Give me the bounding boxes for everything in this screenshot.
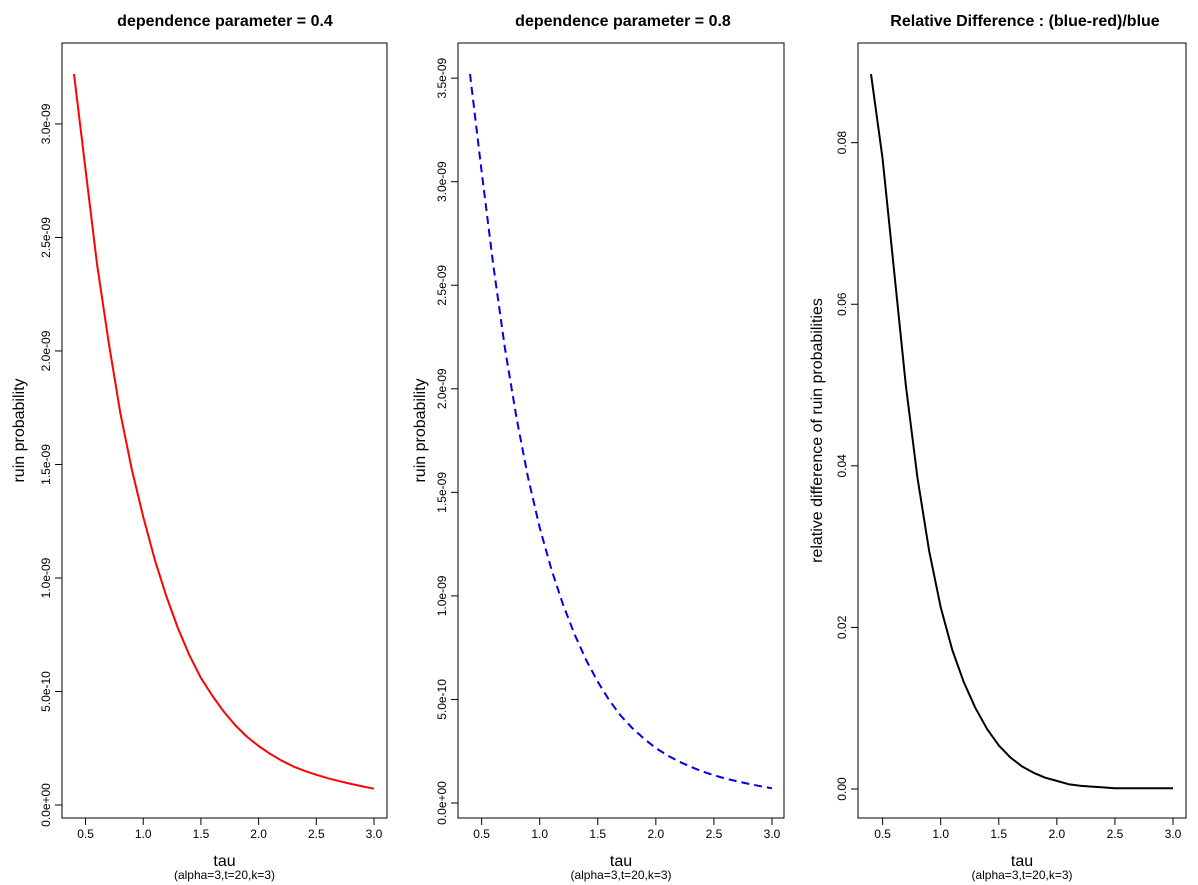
y-axis-label: ruin probability	[11, 378, 28, 482]
plot-frame	[857, 42, 1187, 819]
y-tick-label: 5.0e-10	[435, 679, 449, 720]
y-tick-label: 3.0e-09	[435, 161, 449, 202]
y-tick-label: 0.08	[835, 131, 849, 155]
y-axis-label: relative difference of ruin probabilitie…	[809, 298, 826, 563]
x-tick-label: 2.5	[706, 827, 723, 841]
y-tick-label: 5.0e-10	[39, 671, 53, 712]
y-tick-label: 1.0e-09	[39, 557, 53, 598]
y-tick-label: 2.5e-09	[435, 265, 449, 306]
plot-frame	[61, 42, 388, 819]
chart-title: Relative Difference : (blue-red)/blue	[890, 13, 1159, 30]
x-tick-label: 2.5	[308, 827, 325, 841]
x-tick-label: 3.0	[1165, 827, 1182, 841]
x-tick-label: 1.5	[589, 827, 606, 841]
x-tick-label: 1.0	[932, 827, 949, 841]
x-tick-label: 0.5	[77, 827, 94, 841]
x-tick-label: 2.0	[648, 827, 665, 841]
chart-title: dependence parameter = 0.8	[515, 13, 731, 30]
y-tick-label: 0.00	[835, 777, 849, 801]
y-tick-label: 3.5e-09	[435, 57, 449, 98]
x-tick-label: 1.0	[531, 827, 548, 841]
x-tick-label: 1.5	[193, 827, 210, 841]
y-tick-label: 0.06	[835, 292, 849, 316]
x-tick-label: 3.0	[764, 827, 781, 841]
chart-subtitle: (alpha=3,t=20,k=3)	[971, 868, 1072, 882]
y-tick-label: 0.0e+00	[39, 783, 53, 827]
x-tick-label: 1.0	[135, 827, 152, 841]
x-tick-label: 2.0	[1049, 827, 1066, 841]
x-tick-label: 2.0	[250, 827, 267, 841]
chart-title: dependence parameter = 0.4	[117, 13, 333, 30]
y-tick-label: 1.5e-09	[39, 444, 53, 485]
x-tick-label: 3.0	[366, 827, 383, 841]
y-tick-label: 2.5e-09	[39, 217, 53, 258]
y-tick-label: 0.04	[835, 454, 849, 478]
series-line	[469, 73, 773, 790]
x-axis-label: tau	[1011, 853, 1033, 870]
y-tick-label: 0.0e+00	[435, 781, 449, 825]
y-tick-label: 1.5e-09	[435, 472, 449, 513]
x-tick-label: 1.5	[990, 827, 1007, 841]
y-tick-label: 3.0e-09	[39, 103, 53, 144]
x-tick-label: 0.5	[874, 827, 891, 841]
x-tick-label: 0.5	[473, 827, 490, 841]
chart-subtitle: (alpha=3,t=20,k=3)	[174, 868, 275, 882]
plot-frame	[457, 42, 785, 819]
chart-panel-3: Relative Difference : (blue-red)/blue rel…	[809, 13, 1187, 882]
chart-panel-1: dependence parameter = 0.4 ruin probabili…	[11, 13, 388, 882]
x-tick-label: 2.5	[1107, 827, 1124, 841]
y-tick-label: 1.0e-09	[435, 575, 449, 616]
x-axis-label: tau	[610, 853, 632, 870]
y-tick-label: 0.02	[835, 615, 849, 639]
series-line	[73, 73, 375, 790]
x-axis-label: tau	[213, 853, 235, 870]
y-axis-label: ruin probability	[412, 378, 429, 482]
series-line	[870, 73, 1173, 790]
y-tick-label: 2.0e-09	[435, 368, 449, 409]
y-tick-label: 2.0e-09	[39, 330, 53, 371]
chart-subtitle: (alpha=3,t=20,k=3)	[570, 868, 671, 882]
chart-panel-2: dependence parameter = 0.8 ruin probabili…	[412, 13, 785, 882]
